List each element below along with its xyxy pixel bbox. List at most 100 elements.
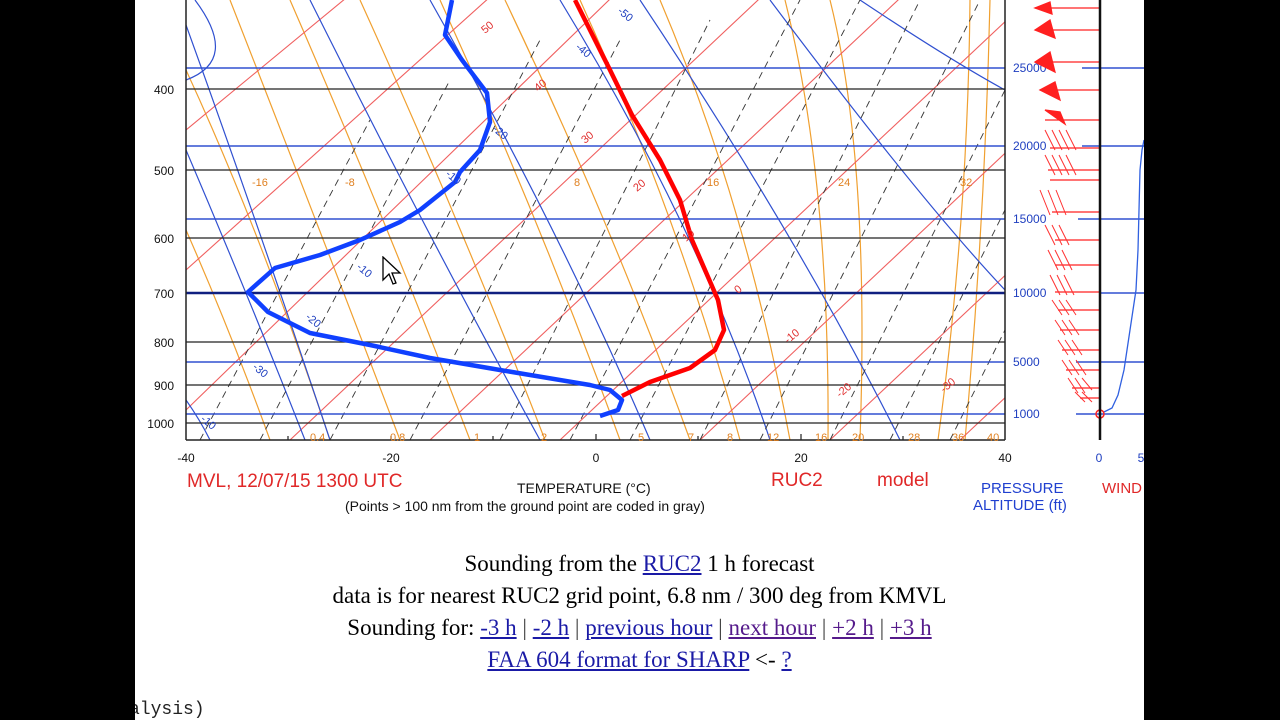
temperature-trace — [572, 0, 727, 399]
svg-text:1000: 1000 — [147, 417, 174, 431]
svg-text:10000: 10000 — [1013, 286, 1047, 300]
svg-text:700: 700 — [154, 287, 174, 301]
svg-text:12: 12 — [767, 432, 779, 444]
mixing-ratio-lines — [199, 0, 1005, 440]
mixing-ratio-labels: 0.4 0.8 1 2 5 7 8 12 16 20 28 36 40 — [310, 432, 999, 444]
svg-text:40: 40 — [987, 432, 999, 444]
caption-line-3: Sounding for: -3 h | -2 h | previous hou… — [135, 612, 1144, 644]
link-next-hour[interactable]: next hour — [728, 615, 816, 640]
svg-text:0: 0 — [732, 283, 744, 296]
svg-text:600: 600 — [154, 232, 174, 246]
svg-text:32: 32 — [960, 177, 972, 189]
link-minus-3h[interactable]: -3 h — [480, 615, 517, 640]
model-name: RUC2 — [771, 470, 823, 491]
separator: | — [816, 615, 833, 640]
skew-t-chart: 0.4 0.8 1 2 5 7 8 12 16 20 28 36 40 -16 … — [147, 0, 1144, 514]
moist-adiabats — [186, 0, 1005, 440]
ruc2-link[interactable]: RUC2 — [642, 551, 702, 576]
link-previous-hour[interactable]: previous hour — [585, 615, 713, 640]
altitude-axis-labels: 25000 20000 15000 10000 5000 1000 — [1013, 61, 1047, 421]
caption-text: Sounding for: — [347, 615, 481, 640]
svg-text:28: 28 — [908, 432, 920, 444]
svg-text:-20: -20 — [490, 123, 510, 142]
svg-text:20000: 20000 — [1013, 139, 1047, 153]
svg-text:-16: -16 — [252, 177, 268, 189]
wind-speed-profile — [1103, 139, 1144, 413]
link-plus-3h[interactable]: +3 h — [889, 615, 932, 640]
svg-text:400: 400 — [154, 83, 174, 97]
wind-tick-0: 0 — [1096, 451, 1103, 465]
separator: | — [712, 615, 729, 640]
svg-text:-30: -30 — [938, 376, 958, 395]
svg-text:-40: -40 — [573, 41, 593, 60]
svg-text:-10: -10 — [198, 413, 218, 432]
faa-604-link[interactable]: FAA 604 format for SHARP — [487, 647, 750, 672]
caption-text: Sounding from the — [464, 551, 643, 576]
sounding-page: 0.4 0.8 1 2 5 7 8 12 16 20 28 36 40 -16 … — [135, 0, 1144, 720]
caption-text: <- — [749, 647, 782, 672]
gray-points-note: (Points > 100 nm from the ground point a… — [345, 498, 705, 514]
svg-text:16: 16 — [815, 432, 827, 444]
svg-text:20: 20 — [794, 451, 808, 465]
svg-text:0.8: 0.8 — [390, 432, 405, 444]
truncated-text: alysis) — [135, 700, 205, 720]
svg-text:1000: 1000 — [1013, 407, 1040, 421]
separator: | — [516, 615, 533, 640]
svg-text:-20: -20 — [303, 311, 323, 330]
help-link[interactable]: ? — [781, 647, 792, 672]
svg-text:-10: -10 — [354, 261, 374, 280]
x-axis-label: TEMPERATURE (°C) — [517, 480, 651, 496]
svg-text:8: 8 — [727, 432, 733, 444]
svg-text:20: 20 — [631, 177, 648, 194]
caption-text: 1 h forecast — [701, 551, 815, 576]
svg-text:-20: -20 — [834, 381, 854, 400]
pressure-altitude-label-2: ALTITUDE (ft) — [973, 497, 1067, 514]
svg-text:20: 20 — [852, 432, 864, 444]
mouse-cursor-icon — [382, 256, 402, 285]
svg-text:-30: -30 — [250, 361, 270, 380]
pressure-axis-labels: 400 500 600 700 800 900 1000 — [147, 83, 174, 431]
svg-text:36: 36 — [952, 432, 964, 444]
svg-text:40: 40 — [998, 451, 1012, 465]
svg-text:5: 5 — [638, 432, 644, 444]
caption-line-4: FAA 604 format for SHARP <- ? — [135, 644, 1144, 676]
wind-barbs — [1033, 1, 1100, 399]
svg-text:50: 50 — [479, 19, 496, 36]
svg-text:900: 900 — [154, 379, 174, 393]
svg-text:800: 800 — [154, 336, 174, 350]
svg-text:0: 0 — [593, 451, 600, 465]
caption-line-1: Sounding from the RUC2 1 h forecast — [135, 548, 1144, 580]
wind-label: WIND — [1102, 480, 1142, 497]
svg-text:16: 16 — [707, 177, 719, 189]
svg-text:40: 40 — [532, 77, 549, 94]
dry-adiabat-labels: -16 -8 8 16 24 32 — [252, 177, 972, 189]
svg-text:30: 30 — [579, 129, 596, 146]
link-plus-2h[interactable]: +2 h — [832, 615, 874, 640]
separator: | — [569, 615, 586, 640]
model-suffix: model — [877, 470, 929, 491]
dry-adiabats — [186, 0, 991, 440]
pressure-altitude-label-1: PRESSURE — [981, 480, 1064, 497]
svg-text:-50: -50 — [615, 5, 635, 24]
svg-text:1: 1 — [474, 432, 480, 444]
skew-t-grid — [186, 0, 1005, 440]
sounding-caption: Sounding from the RUC2 1 h forecast data… — [135, 548, 1144, 676]
svg-text:8: 8 — [574, 177, 580, 189]
svg-text:15000: 15000 — [1013, 212, 1047, 226]
caption-line-2: data is for nearest RUC2 grid point, 6.8… — [332, 583, 947, 608]
temperature-axis-labels: -40 -20 0 20 40 — [177, 451, 1012, 465]
link-minus-2h[interactable]: -2 h — [532, 615, 570, 640]
wind-barb-feathers — [1039, 129, 1093, 403]
svg-text:2: 2 — [541, 432, 547, 444]
svg-text:25000: 25000 — [1013, 61, 1047, 75]
wind-panel: 0 5 — [1033, 0, 1144, 465]
separator: | — [873, 615, 890, 640]
altitude-lines — [186, 67, 1005, 415]
svg-text:-8: -8 — [345, 177, 355, 189]
wind-altitude-lines — [1076, 67, 1144, 415]
svg-text:0.4: 0.4 — [310, 432, 325, 444]
x-tick-marks — [287, 434, 904, 440]
svg-text:5000: 5000 — [1013, 355, 1040, 369]
svg-text:500: 500 — [154, 164, 174, 178]
svg-text:7: 7 — [688, 432, 694, 444]
